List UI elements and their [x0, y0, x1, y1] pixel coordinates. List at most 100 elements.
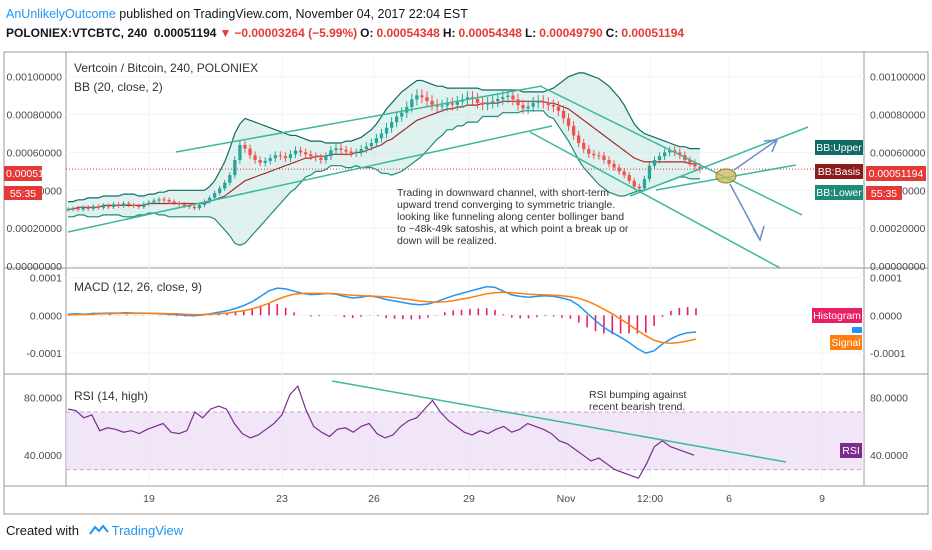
candle-body: [167, 200, 171, 202]
candle-body: [592, 153, 596, 156]
axis-labels: 0.00000000 0.00000000 0.00020000 0.00020000…: [7, 72, 926, 505]
svg-text:BB:Lower: BB:Lower: [816, 187, 862, 199]
candle-body: [526, 106, 530, 109]
open-label: O:: [360, 26, 374, 40]
candle-body: [516, 99, 520, 106]
candle-body: [698, 166, 702, 170]
candle-body: [177, 203, 181, 205]
last-price-tag-left: 0.00051194: [4, 166, 61, 181]
candle-body: [546, 102, 550, 106]
candle-body: [187, 205, 191, 207]
high-value: 0.00054348: [458, 26, 522, 40]
rsi-band: [66, 412, 864, 470]
time-tick-label: 29: [463, 493, 475, 505]
rsi-pane: [66, 384, 864, 479]
macd-tick-label-right: 0.0000: [870, 310, 902, 322]
rsi-trend-line[interactable]: [331, 380, 787, 463]
rsi-tick-label-right: 40.0000: [870, 450, 908, 462]
rsi-title: RSI (14, high): [74, 389, 148, 403]
candle-body: [202, 201, 207, 205]
candle-body: [258, 160, 262, 163]
candle-body: [273, 155, 277, 159]
candle-body: [238, 144, 242, 160]
bb-basis-line: [68, 100, 700, 210]
candle-body: [637, 186, 641, 189]
candle-body: [86, 207, 90, 209]
candle-body: [622, 171, 626, 176]
candle-body: [657, 156, 662, 160]
bb-upper-line: [68, 72, 700, 203]
note-line-3: looking like funneling along center boll…: [397, 211, 624, 223]
bb-lower-tag: BB:Lower: [815, 185, 863, 200]
price-tick-label-right: 0.00080000: [870, 110, 926, 122]
candle-body: [213, 193, 217, 198]
signal-line: [67, 291, 697, 345]
candle-body: [122, 203, 126, 206]
price-tick-label-left: 0.00060000: [7, 147, 63, 159]
price-tick-label-left: 0.00100000: [7, 72, 63, 84]
bb-band-fill: [68, 72, 700, 246]
breakout-up-arrow[interactable]: [733, 139, 778, 171]
note-line-5: down will be realized.: [397, 235, 497, 247]
candle-body: [455, 101, 459, 105]
last-price-tag-right: 0.00051194: [866, 166, 926, 181]
candle-body: [556, 106, 561, 111]
candle-body: [263, 160, 267, 163]
macd-tick-label-right: -0.0001: [870, 348, 906, 360]
bb-upper-tag: BB:Upper: [815, 140, 863, 155]
candle-body: [111, 204, 116, 207]
candle-body: [688, 160, 692, 163]
rsi-tick-label-right: 80.0000: [870, 393, 908, 405]
time-tick-label: 26: [368, 493, 380, 505]
candle-body: [101, 205, 106, 208]
candle-body: [531, 102, 535, 107]
candle-body: [334, 148, 338, 151]
candle-body: [364, 146, 368, 149]
price-pane: [66, 72, 864, 246]
price-tick-label-right: 0.00020000: [870, 223, 926, 235]
candle-body: [127, 203, 131, 205]
main-title: Vertcoin / Bitcoin, 240, POLONIEX: [74, 61, 258, 75]
candle-body: [647, 165, 652, 179]
candle-body: [228, 175, 232, 183]
candle-body: [197, 205, 202, 209]
author-link[interactable]: AnUnlikelyOutcome: [6, 7, 116, 21]
candle-body: [425, 97, 429, 101]
candle-body: [147, 202, 151, 204]
svg-text:Histogram: Histogram: [813, 310, 861, 322]
candle-body: [298, 150, 303, 153]
candle-body: [132, 205, 136, 206]
apex-marker[interactable]: [715, 168, 737, 184]
drawing-tools[interactable]: [67, 85, 809, 463]
bb-basis-tag: BB:Basis: [815, 164, 863, 179]
candle-body: [192, 206, 197, 209]
candle-body: [566, 118, 571, 126]
candle-body: [66, 209, 70, 211]
candle-body: [475, 99, 480, 103]
candle-body: [76, 208, 80, 210]
candle-body: [384, 127, 389, 134]
upper-downtrend-line[interactable]: [539, 85, 803, 216]
low-value: 0.00049790: [539, 26, 603, 40]
candle-body: [632, 180, 636, 187]
time-tick-label: 9: [819, 493, 825, 505]
lower-uptrend-line[interactable]: [67, 125, 553, 233]
candle-body: [116, 204, 121, 206]
candle-body: [440, 105, 444, 107]
upper-uptrend-line[interactable]: [175, 85, 543, 153]
candle-body: [430, 100, 434, 105]
candle-body: [369, 143, 373, 147]
publish-info: published on TradingView.com, November 0…: [119, 7, 468, 21]
triangle-upper-line[interactable]: [629, 126, 809, 197]
svg-text:BB:Basis: BB:Basis: [818, 166, 861, 178]
macd-tick-label-left: 0.0000: [30, 310, 62, 322]
candle-body: [96, 206, 100, 208]
candle-body: [304, 152, 308, 155]
lower-downtrend-line[interactable]: [529, 131, 781, 269]
tradingview-brand[interactable]: TradingView: [111, 523, 184, 538]
note-line-1: Trading in downward channel, with short-…: [397, 187, 609, 199]
candle-body: [627, 175, 631, 181]
macd-pane: [67, 285, 697, 354]
low-label: L:: [524, 26, 537, 40]
